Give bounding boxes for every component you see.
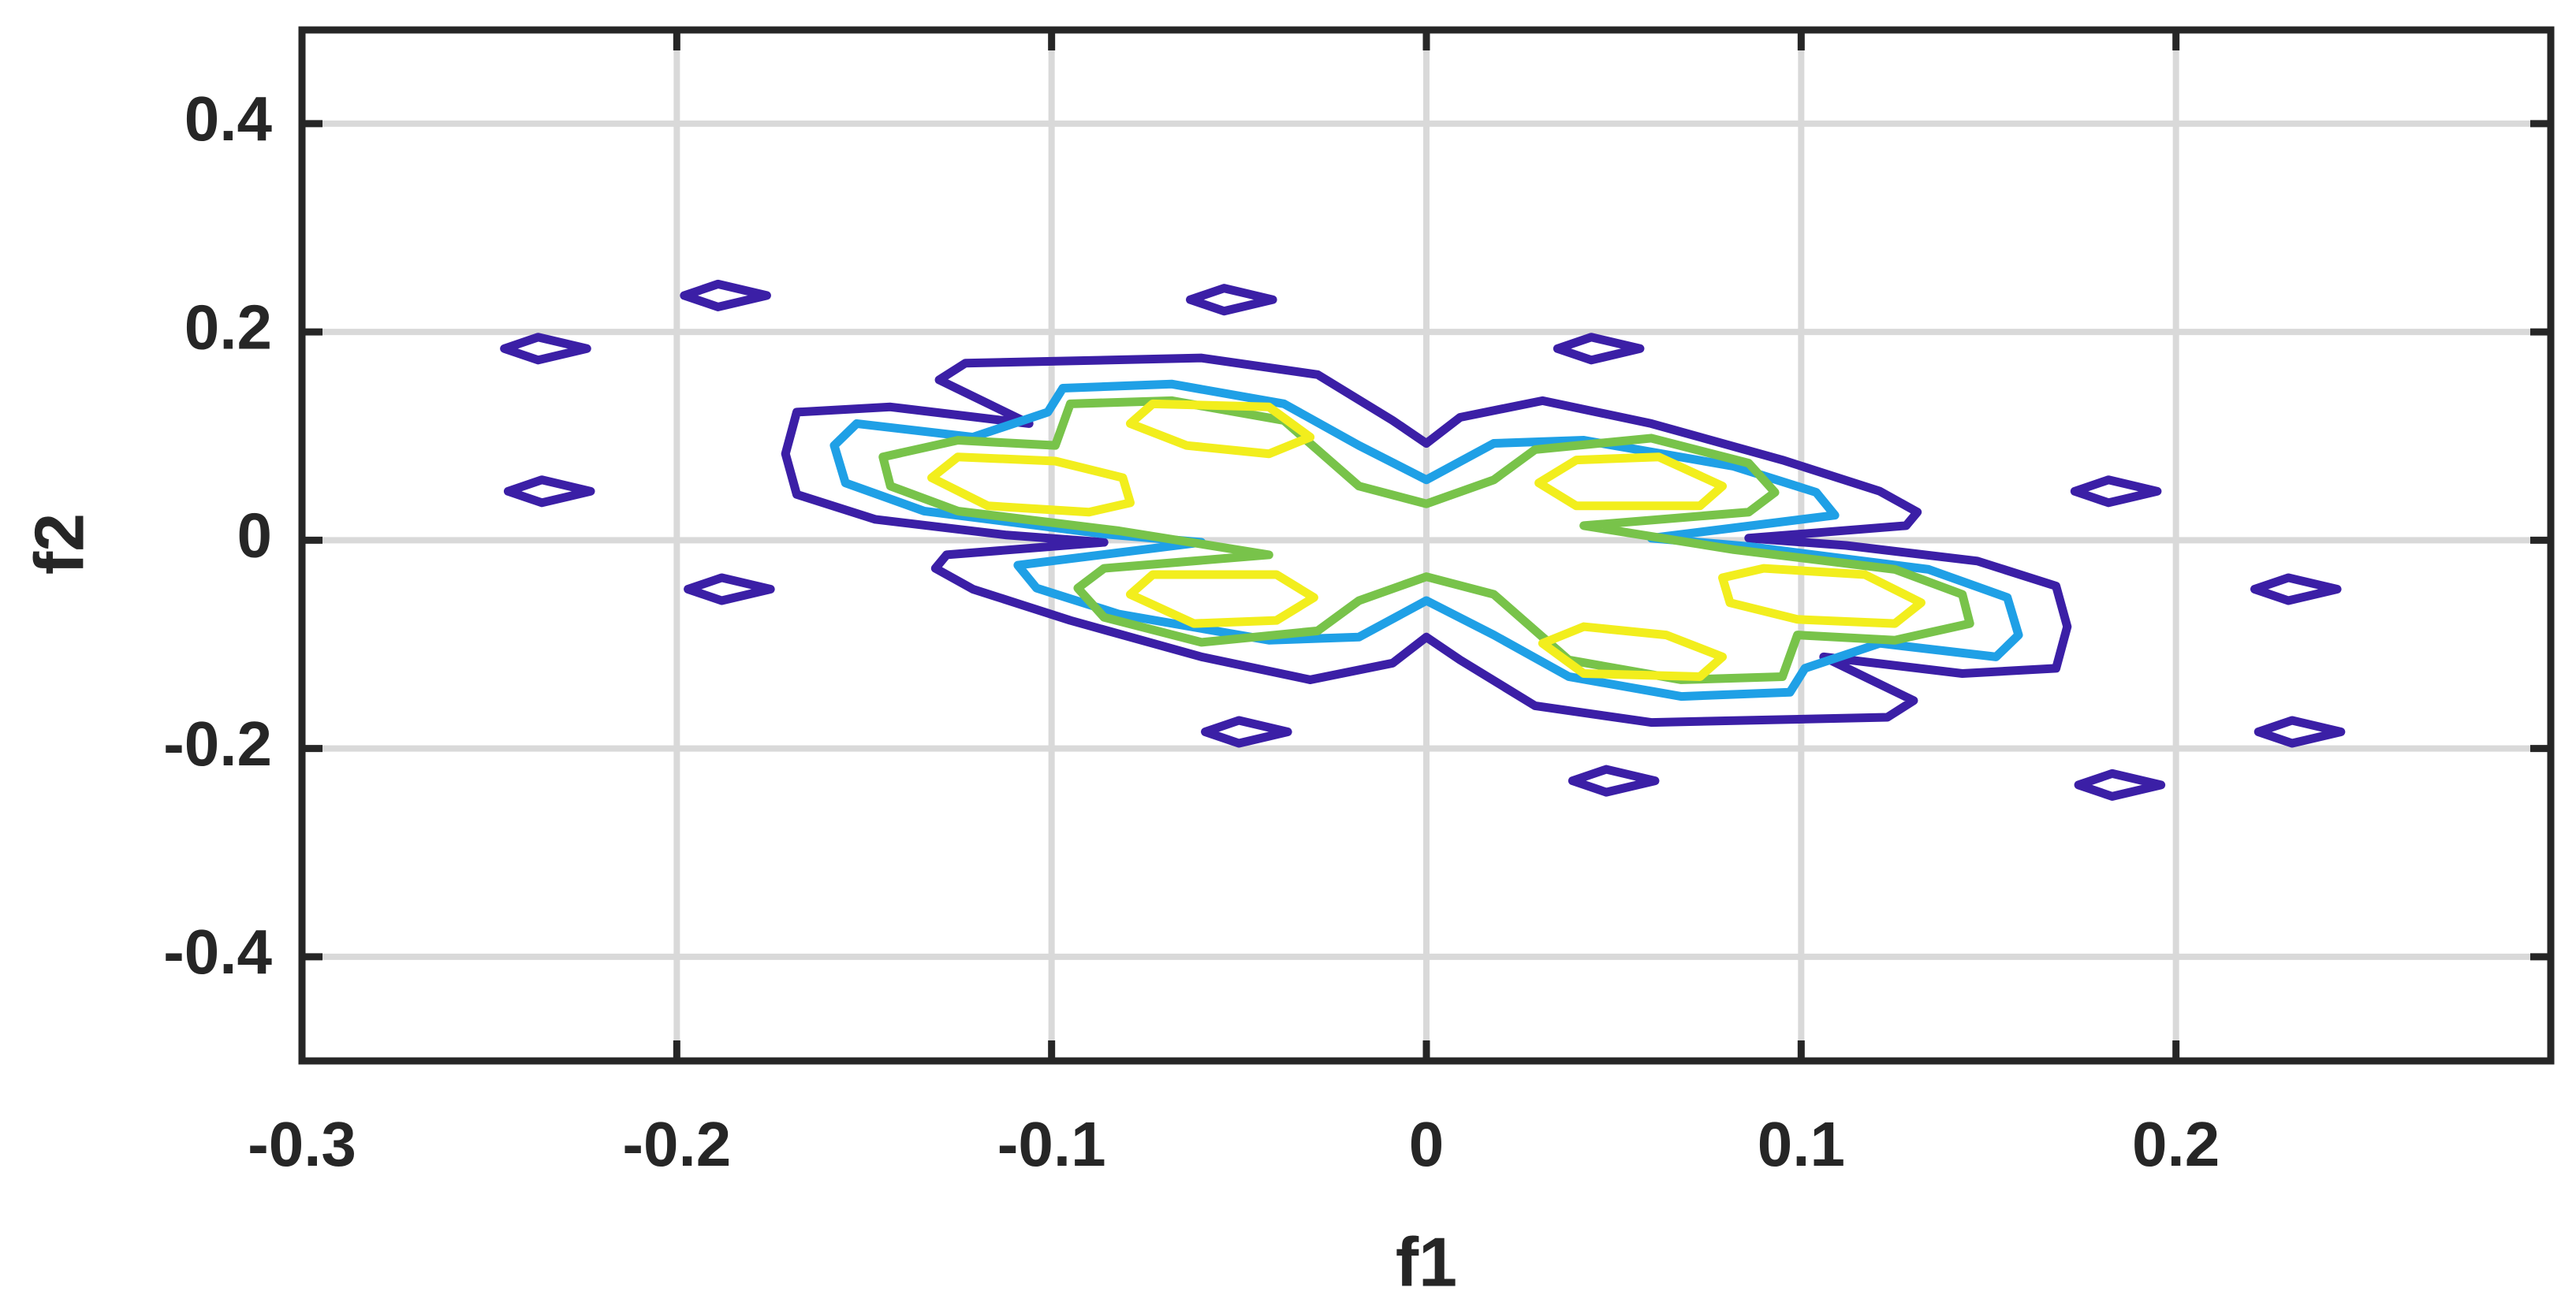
- y-tick-label: 0.2: [185, 292, 272, 362]
- contour-line: [1186, 284, 1277, 316]
- x-tick-label: -0.2: [622, 1109, 731, 1179]
- contour-line: [1534, 452, 1728, 511]
- y-axis-label: f2: [20, 513, 98, 575]
- contour-line: [2070, 475, 2162, 508]
- x-tick-label: 0.2: [2132, 1109, 2220, 1179]
- contour-line: [503, 475, 595, 508]
- contour-line: [1538, 622, 1728, 681]
- contour-line: [1553, 333, 1645, 365]
- contour-line: [684, 573, 775, 605]
- contour-line: [1201, 716, 1292, 748]
- x-tick-label: -0.3: [248, 1109, 356, 1179]
- contour-line: [1125, 399, 1315, 459]
- y-tick-label: 0.4: [185, 84, 273, 154]
- contour-line: [781, 353, 2072, 728]
- x-tick-label: 0.1: [1758, 1109, 1845, 1179]
- y-tick-label: 0: [237, 501, 273, 571]
- contour-line: [1568, 765, 1660, 797]
- y-tick-label: -0.4: [163, 917, 272, 987]
- y-tick-label: -0.2: [163, 709, 272, 779]
- x-axis-label: f1: [1396, 1223, 1457, 1301]
- contour-line: [2074, 769, 2166, 801]
- contour-line: [1718, 564, 1925, 628]
- contour-line: [878, 396, 1974, 684]
- contour-line: [2250, 573, 2342, 605]
- contour-line: [680, 279, 771, 311]
- contour-line: [2254, 716, 2346, 748]
- contour-line: [500, 333, 591, 365]
- x-tick-label: -0.1: [997, 1109, 1106, 1179]
- x-tick-label: 0: [1409, 1109, 1445, 1179]
- contour-line: [1125, 570, 1318, 628]
- contour-line: [927, 452, 1135, 517]
